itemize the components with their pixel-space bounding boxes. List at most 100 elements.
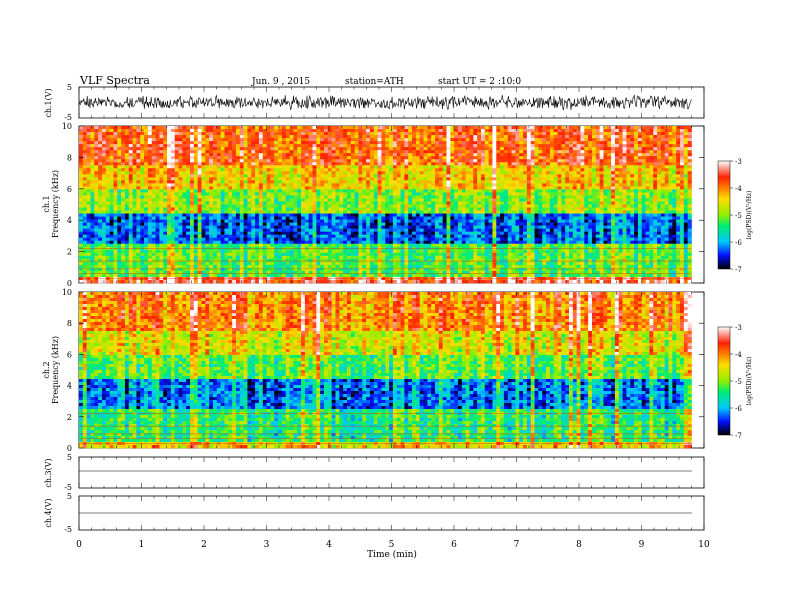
spectrogram-cell: [220, 204, 225, 208]
spectrogram-cell: [270, 144, 275, 148]
spectrogram-cell: [159, 156, 164, 160]
spectrogram-cell: [98, 195, 103, 199]
spectrogram-cell: [170, 162, 176, 166]
spectrogram-cell: [668, 183, 673, 187]
spectrogram-cell: [82, 183, 87, 187]
spectrogram-cell: [205, 174, 210, 178]
spectrogram-cell: [427, 165, 432, 169]
spectrogram-cell: [128, 201, 133, 205]
spectrogram-cell: [438, 204, 443, 208]
spectrogram-cell: [293, 210, 298, 214]
spectrogram-cell: [247, 135, 252, 139]
spectrogram-cell: [618, 210, 623, 214]
spectrogram-cell: [423, 183, 428, 187]
spectrogram-cell: [664, 153, 669, 157]
spectrogram-cell: [603, 165, 608, 169]
spectrogram-cell: [136, 138, 141, 142]
spectrogram-cell: [546, 204, 551, 208]
spectrogram-cell: [163, 183, 168, 187]
spectrogram-cell: [657, 138, 662, 142]
spectrogram-cell: [285, 144, 290, 148]
spectrogram-cell: [549, 207, 554, 211]
spectrogram-cell: [530, 198, 535, 202]
spectrogram-cell: [224, 153, 229, 157]
ch1-ylabel: ch.1(V): [44, 88, 53, 117]
spectrogram-cell: [503, 162, 509, 166]
spectrogram-cell: [664, 135, 669, 139]
spectrogram-cell: [128, 156, 133, 160]
spectrogram-cell: [385, 195, 390, 199]
spectrogram-cell: [534, 213, 539, 217]
spectrogram-cell: [503, 144, 509, 148]
spectrogram-cell: [683, 198, 688, 202]
spectrogram-cell: [660, 126, 666, 130]
spectrogram-cell: [320, 195, 325, 199]
spectrogram-cell: [392, 156, 398, 160]
spectrogram-cell: [90, 180, 95, 184]
spectrogram-cell: [136, 153, 141, 157]
spectrogram-cell: [136, 180, 141, 184]
spectrogram-cell: [484, 171, 489, 175]
spectrogram-cell: [182, 192, 187, 196]
spectrogram-cell: [546, 159, 551, 163]
spectrogram-cell: [346, 177, 352, 181]
spectrogram-cell: [163, 219, 168, 223]
spectrogram-cell: [174, 210, 179, 214]
spectrogram-cell: [427, 135, 432, 139]
spectrogram-cell: [438, 174, 443, 178]
spectrogram-cell: [105, 138, 110, 142]
spectrogram-cell: [331, 189, 336, 193]
spectrogram-cell: [170, 135, 176, 139]
spectrogram-cell: [331, 216, 336, 220]
spectrogram-cell: [392, 153, 398, 157]
spectrogram-cell: [488, 174, 493, 178]
spectrogram-cell: [569, 204, 574, 208]
spectrogram-cell: [128, 132, 133, 136]
spectrogram-cell: [446, 162, 451, 166]
spectrogram-cell: [201, 213, 206, 217]
spectrogram-cell: [82, 132, 87, 136]
spectrogram-cell: [542, 177, 547, 181]
spectrogram-cell: [182, 156, 187, 160]
spectrogram-cell: [588, 138, 593, 142]
spectrogram-cell: [653, 168, 658, 172]
spectrogram-cell: [454, 216, 459, 220]
spectrogram-cell: [446, 126, 451, 130]
spectrogram-cell: [132, 198, 137, 202]
spectrogram-cell: [354, 135, 359, 139]
spectrogram-cell: [569, 156, 574, 160]
spectrogram-cell: [350, 126, 355, 130]
spectrogram-cell: [163, 192, 168, 196]
spectrogram-cell: [427, 180, 432, 184]
spectrogram-cell: [607, 204, 612, 208]
spectrogram-cell: [239, 195, 244, 199]
spectrogram-cell: [626, 135, 631, 139]
spectrogram-cell: [354, 186, 359, 190]
spectrogram-cell: [492, 177, 497, 181]
spectrogram-cell: [121, 195, 126, 199]
spectrogram-cell: [657, 159, 662, 163]
spectrogram-cell: [216, 156, 221, 160]
spectrogram-cell: [255, 174, 260, 178]
spectrogram-cell: [511, 156, 516, 160]
spectrogram-cell: [630, 180, 635, 184]
spectrogram-cell: [584, 216, 589, 220]
spectrogram-cell: [343, 216, 348, 220]
spectrogram-cell: [186, 147, 191, 151]
spectrogram-cell: [480, 162, 486, 166]
spectrogram-cell: [274, 216, 279, 220]
spectrogram-cell: [205, 183, 210, 187]
spectrogram-cell: [473, 129, 478, 133]
spectrogram-cell: [301, 186, 306, 190]
spectrogram-cell: [595, 213, 600, 217]
spectrogram-cell: [232, 141, 237, 145]
spectrogram-cell: [630, 192, 635, 196]
spectrogram-cell: [469, 153, 474, 157]
spectrogram-cell: [484, 159, 489, 163]
spectrogram-cell: [98, 198, 103, 202]
spectrogram-cell: [258, 129, 264, 133]
spectrogram-cell: [369, 126, 375, 130]
spectrogram-cell: [354, 168, 359, 172]
spectrogram-cell: [90, 198, 95, 202]
spectrogram-cell: [423, 126, 428, 130]
